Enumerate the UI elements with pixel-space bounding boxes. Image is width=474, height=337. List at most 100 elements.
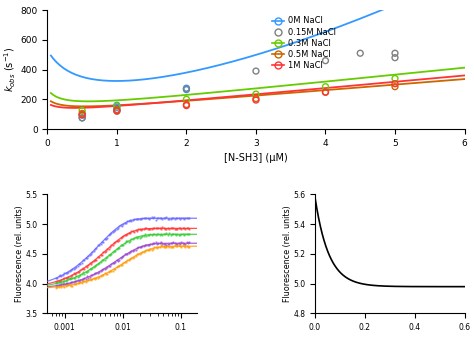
Point xyxy=(184,241,192,246)
Point xyxy=(98,272,106,277)
Point xyxy=(145,216,153,221)
Point xyxy=(169,226,177,231)
Point xyxy=(186,240,193,245)
Point xyxy=(78,280,85,285)
Point xyxy=(160,244,168,249)
Point xyxy=(183,232,191,237)
Point xyxy=(156,232,164,237)
Point xyxy=(91,263,99,268)
Point xyxy=(83,255,91,261)
Point xyxy=(136,245,143,250)
Point xyxy=(148,215,155,220)
Point xyxy=(56,279,64,284)
Point xyxy=(167,241,174,246)
Point xyxy=(182,86,190,91)
Point xyxy=(109,249,117,255)
Point xyxy=(160,232,168,237)
Point xyxy=(125,250,133,255)
Point xyxy=(74,280,82,285)
Point xyxy=(125,257,133,263)
Point xyxy=(67,279,75,285)
Point xyxy=(114,238,122,243)
Point xyxy=(184,231,192,237)
Point xyxy=(182,97,190,102)
Point xyxy=(175,232,182,237)
Point xyxy=(76,261,84,266)
Point xyxy=(85,262,92,268)
Point xyxy=(116,245,123,250)
Point xyxy=(137,234,145,239)
Point xyxy=(136,217,143,222)
Point xyxy=(164,225,172,231)
Point xyxy=(145,226,153,232)
Point xyxy=(146,215,154,221)
Point xyxy=(124,251,131,256)
Point xyxy=(128,248,135,254)
Point xyxy=(119,253,127,258)
Point xyxy=(159,243,166,249)
Point xyxy=(73,270,80,276)
Point xyxy=(83,264,91,270)
Point xyxy=(176,241,184,247)
Point xyxy=(87,251,95,257)
Point xyxy=(60,278,68,284)
Point xyxy=(143,215,150,220)
Point xyxy=(135,251,142,257)
Point xyxy=(56,284,64,289)
Point xyxy=(82,269,90,274)
Point xyxy=(93,245,100,251)
Point xyxy=(179,216,186,221)
Point xyxy=(143,233,150,239)
Point xyxy=(125,218,133,223)
Point xyxy=(86,252,93,257)
Point xyxy=(144,233,151,238)
Point xyxy=(71,281,79,286)
Point xyxy=(159,241,166,247)
Point xyxy=(66,276,73,282)
Point xyxy=(100,272,107,277)
Point xyxy=(108,251,115,256)
Point xyxy=(102,265,109,271)
Point xyxy=(60,271,68,276)
Point xyxy=(109,229,117,235)
Point xyxy=(113,105,121,110)
Point xyxy=(113,247,120,252)
Point xyxy=(167,216,174,221)
Point xyxy=(252,97,260,103)
Point xyxy=(90,275,98,281)
Point xyxy=(129,217,137,223)
Point xyxy=(91,277,99,282)
Point xyxy=(182,226,189,232)
Point xyxy=(82,276,90,281)
Point xyxy=(160,225,168,231)
Point xyxy=(133,245,141,251)
Point xyxy=(167,233,174,238)
Point xyxy=(141,243,149,248)
Point xyxy=(113,109,121,114)
Y-axis label: Fluorescence (rel. units): Fluorescence (rel. units) xyxy=(283,206,292,302)
Point xyxy=(94,276,101,281)
Point xyxy=(124,238,131,244)
Point xyxy=(113,258,120,263)
Point xyxy=(63,275,71,280)
Point xyxy=(117,255,125,261)
Point xyxy=(54,275,61,280)
Point xyxy=(78,112,86,118)
Point xyxy=(68,272,76,278)
Point xyxy=(118,223,126,228)
Point xyxy=(114,246,122,251)
Point xyxy=(89,259,96,265)
Point xyxy=(60,275,68,280)
Point xyxy=(173,232,181,237)
Point xyxy=(59,282,67,287)
Point xyxy=(58,280,65,286)
Point xyxy=(130,229,138,235)
Point xyxy=(74,278,82,283)
Point xyxy=(128,228,135,234)
Point xyxy=(98,239,106,244)
Point xyxy=(159,217,166,222)
Point xyxy=(86,277,93,282)
Point xyxy=(124,219,131,224)
X-axis label: [N-SH3] (μM): [N-SH3] (μM) xyxy=(224,153,288,163)
Point xyxy=(70,279,77,284)
